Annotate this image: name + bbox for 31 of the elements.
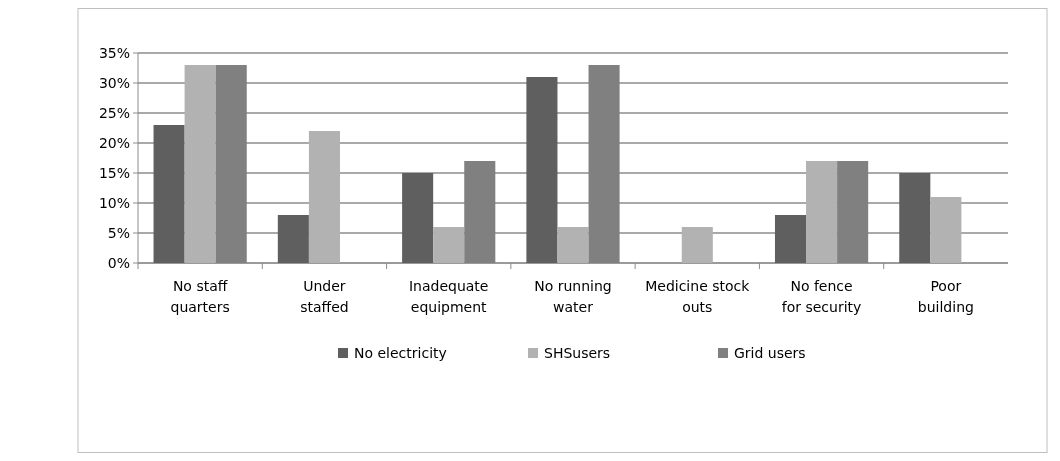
bar [433, 227, 465, 263]
y-tick-label: 10% [98, 194, 130, 211]
legend-label: No electricity [354, 344, 447, 361]
x-tick-label: Poor building [917, 278, 974, 315]
bar [402, 173, 434, 263]
y-tick-label: 30% [98, 74, 130, 91]
x-tick-label: No staff quarters [170, 278, 230, 315]
legend-label: Grid users [734, 344, 806, 361]
bar [774, 215, 807, 263]
y-tick-label: 20% [98, 134, 130, 151]
y-tick-label: 0% [107, 254, 130, 271]
bar [277, 215, 309, 263]
y-tick-label: 15% [98, 164, 130, 181]
bar [557, 227, 589, 263]
legend-label: SHSusers [544, 344, 611, 361]
y-tick-label: 25% [98, 104, 130, 121]
bar [153, 125, 185, 263]
bar [681, 227, 713, 263]
bar [899, 173, 931, 263]
bar [308, 131, 340, 263]
bar [930, 197, 962, 263]
x-tick-label: No fence for security [781, 278, 862, 315]
x-tick-label: Inadequate equipment [408, 278, 489, 315]
x-tick-label: Medicine stock outs [645, 278, 751, 315]
bar [184, 65, 216, 263]
x-tick-label: Under staffed [300, 278, 349, 315]
y-tick-label: 5% [107, 224, 130, 241]
x-tick-label: No running water [534, 278, 612, 315]
y-tick-label: 35% [98, 44, 130, 61]
bar [806, 161, 838, 263]
bar [526, 77, 558, 263]
